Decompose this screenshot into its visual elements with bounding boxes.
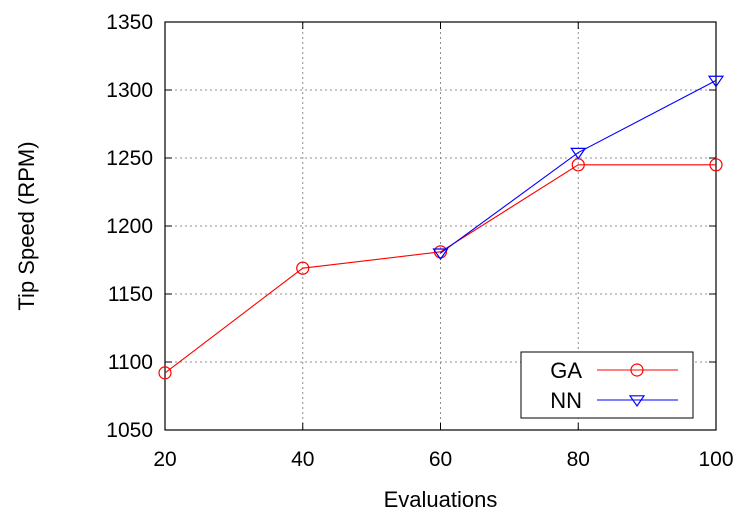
legend-marker-nn	[628, 395, 646, 408]
data-point-ga	[433, 245, 448, 259]
legend-label-ga: GA	[550, 358, 582, 383]
series-layer	[158, 75, 725, 380]
y-tick-label: 1100	[108, 351, 153, 374]
y-axis-label: Tip Speed (RPM)	[14, 141, 39, 310]
x-tick-label: 20	[153, 448, 176, 471]
data-point-nn	[570, 147, 587, 160]
legend-label-nn: NN	[550, 388, 582, 413]
y-tick-label: 1350	[106, 11, 153, 34]
ticks: 20 40 60 80 100 1050 1100 1150 1200 1250 1300 1350	[106, 11, 733, 471]
data-point-ga	[709, 158, 723, 172]
x-tick-label: 80	[567, 448, 590, 471]
data-point-nn	[707, 75, 725, 88]
x-tick-label: 60	[429, 448, 452, 471]
y-tick-label: 1200	[106, 215, 153, 238]
legend-box	[520, 351, 694, 419]
y-tick-label: 1250	[106, 147, 153, 170]
series-nn	[432, 75, 725, 261]
y-tick-label: 1150	[108, 283, 153, 306]
x-tick-label: 100	[698, 448, 733, 471]
data-point-nn	[432, 248, 449, 261]
x-tick-label: 40	[291, 448, 314, 471]
data-point-ga	[296, 261, 310, 275]
legend: GA NN	[520, 351, 694, 419]
legend-marker-ga	[630, 363, 644, 377]
x-axis-label: Evaluations	[384, 487, 498, 512]
data-point-ga	[158, 366, 172, 380]
y-tick-label: 1050	[106, 419, 153, 442]
series-line-ga	[164, 164, 716, 374]
y-tick-label: 1300	[106, 79, 153, 102]
series-line-nn	[440, 79, 717, 254]
